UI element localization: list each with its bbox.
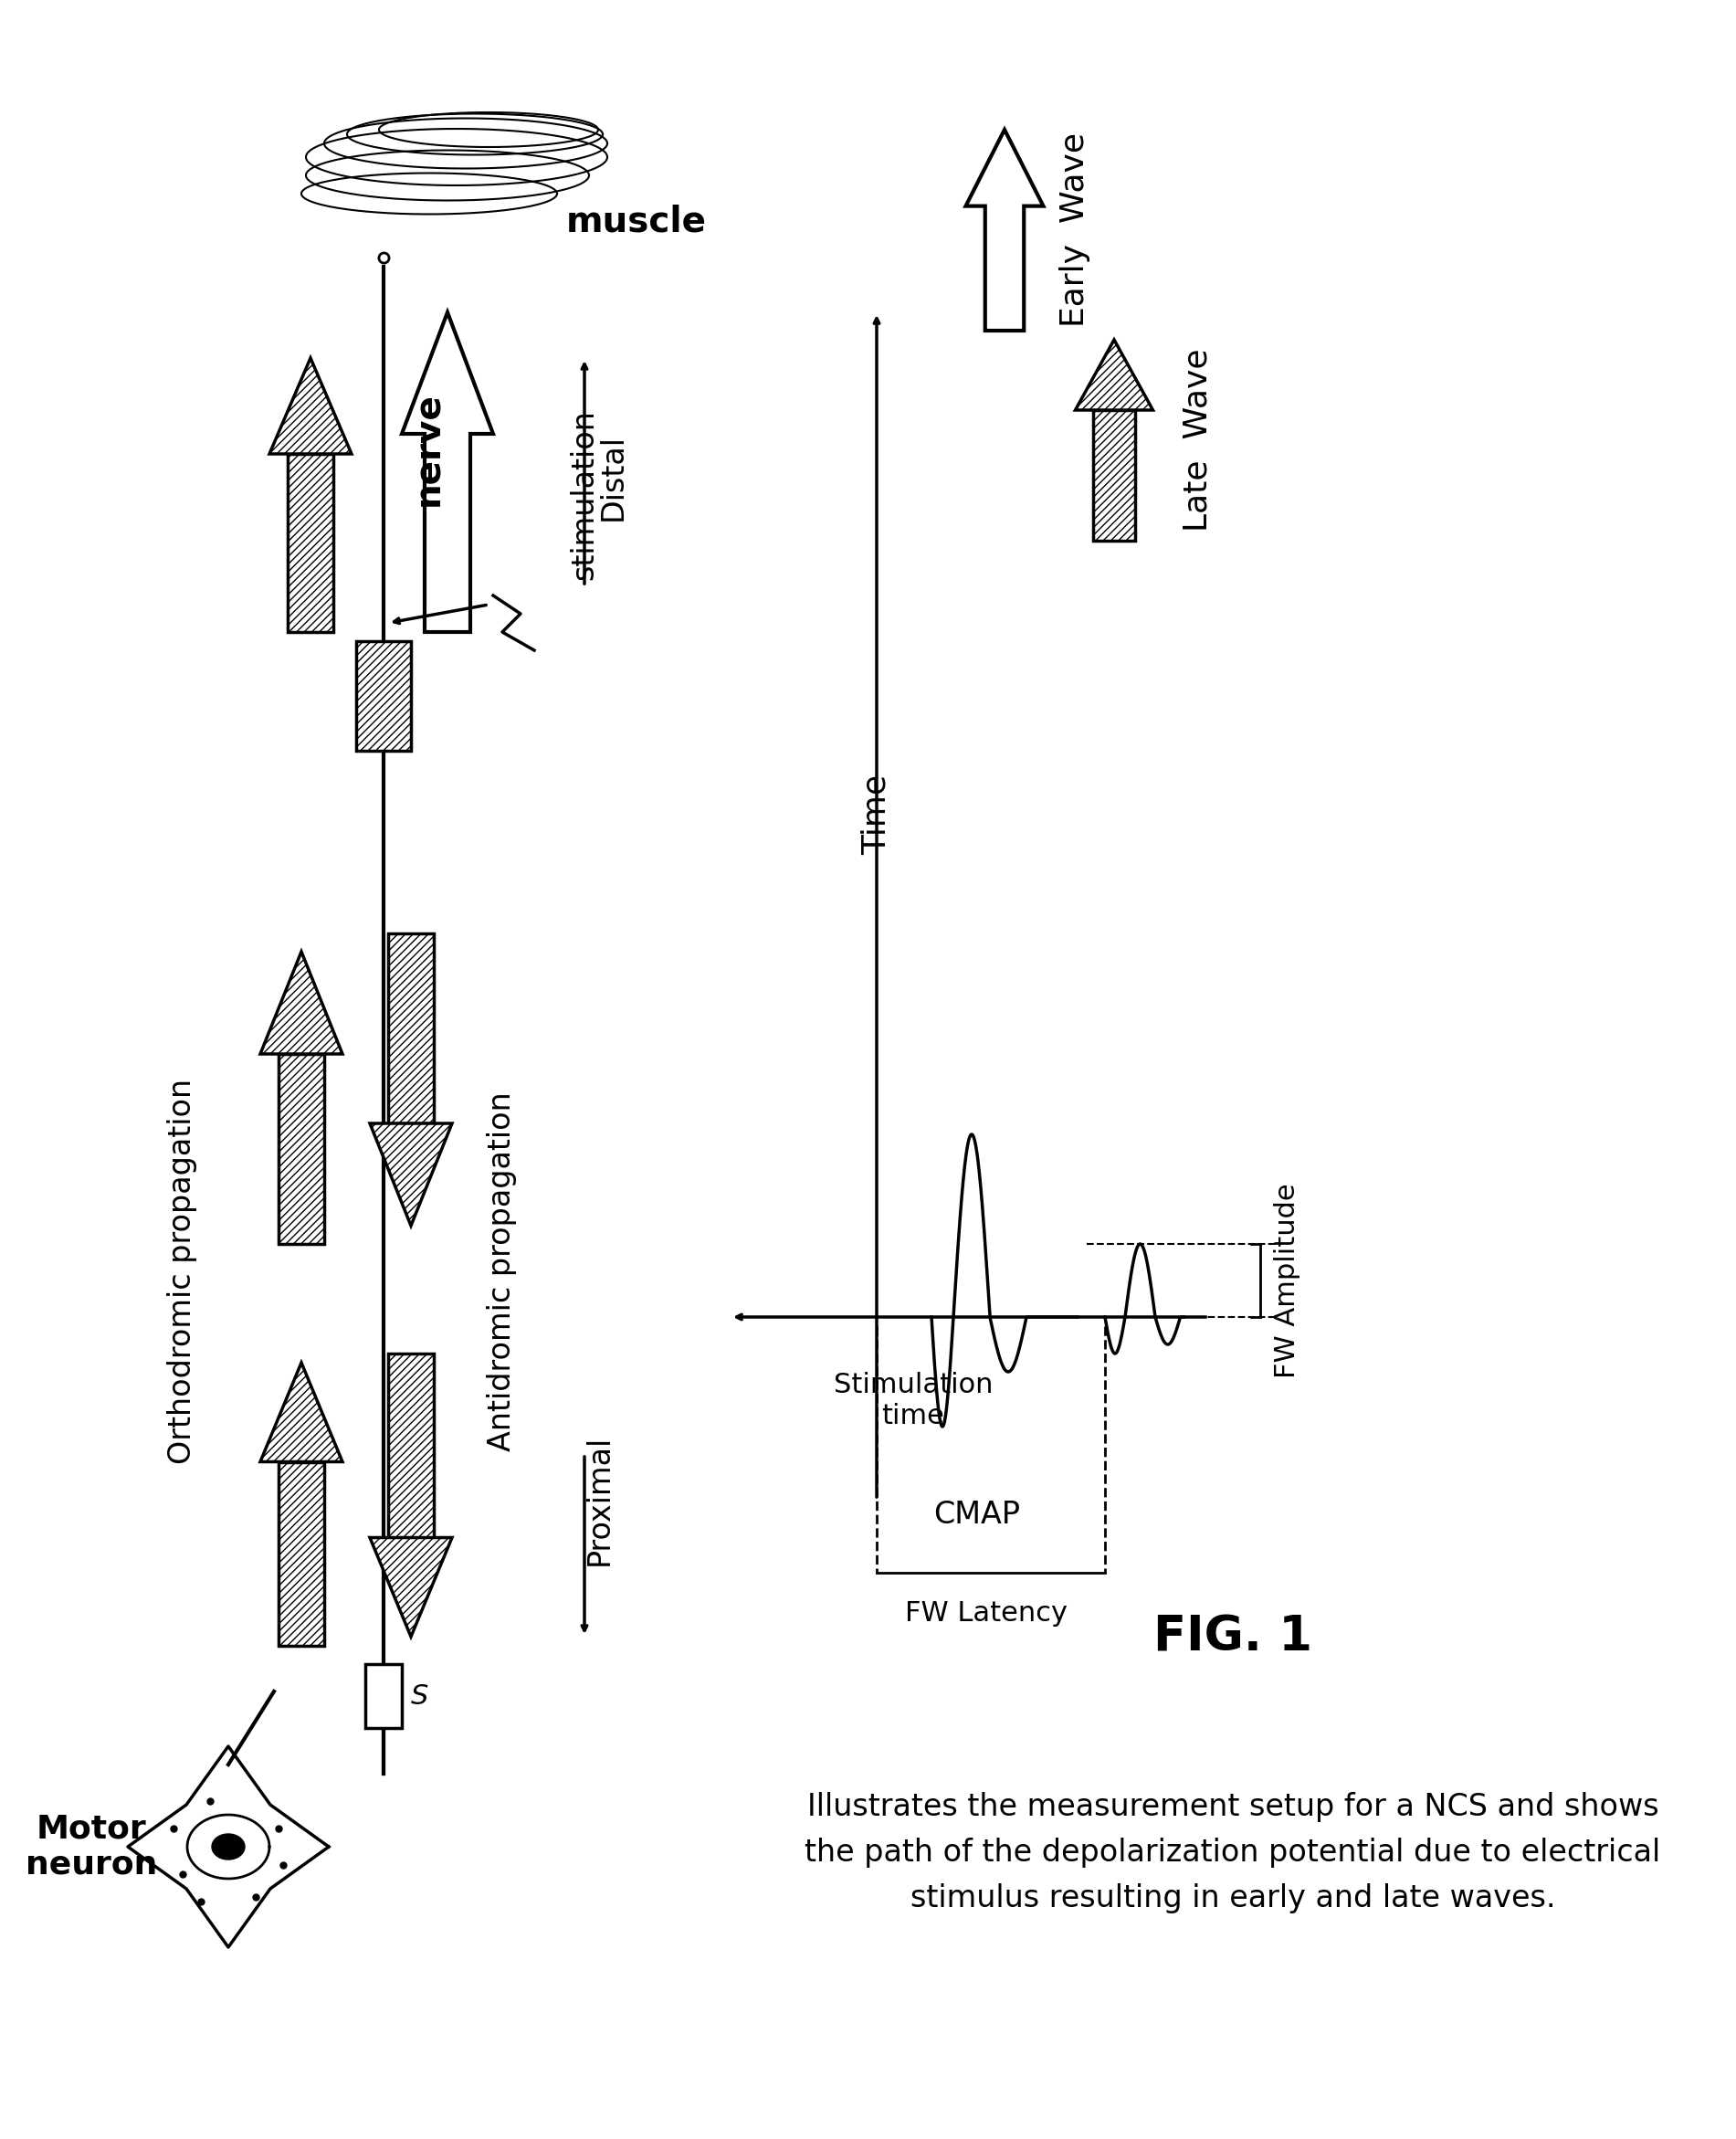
- Text: Distal: Distal: [599, 434, 628, 520]
- Text: Orthodromic propagation: Orthodromic propagation: [168, 1078, 198, 1463]
- Text: Proximal: Proximal: [585, 1435, 615, 1566]
- Text: nerve: nerve: [411, 391, 446, 507]
- Text: CMAP: CMAP: [934, 1499, 1021, 1529]
- Text: Stimulation
time: Stimulation time: [833, 1371, 993, 1429]
- Polygon shape: [965, 130, 1043, 332]
- Text: FW Latency: FW Latency: [904, 1600, 1068, 1626]
- Polygon shape: [260, 1363, 342, 1461]
- Polygon shape: [187, 1814, 269, 1878]
- Bar: [365, 1664, 401, 1728]
- Text: Time: Time: [861, 774, 892, 856]
- Text: Early  Wave: Early Wave: [1059, 133, 1090, 327]
- Polygon shape: [279, 1055, 325, 1245]
- Bar: [356, 642, 411, 751]
- Text: the path of the depolarization potential due to electrical: the path of the depolarization potential…: [806, 1837, 1661, 1867]
- Polygon shape: [128, 1745, 328, 1946]
- Polygon shape: [260, 952, 342, 1055]
- Text: Antidromic propagation: Antidromic propagation: [488, 1091, 517, 1450]
- Text: stimulus resulting in early and late waves.: stimulus resulting in early and late wav…: [910, 1882, 1555, 1914]
- Text: FW Amplitude: FW Amplitude: [1274, 1183, 1300, 1378]
- Polygon shape: [389, 1354, 434, 1538]
- Text: muscle: muscle: [566, 203, 707, 237]
- Polygon shape: [288, 453, 333, 631]
- Text: Illustrates the measurement setup for a NCS and shows: Illustrates the measurement setup for a …: [807, 1792, 1658, 1822]
- Polygon shape: [401, 312, 493, 631]
- Polygon shape: [1075, 340, 1153, 411]
- Text: Motor
neuron: Motor neuron: [26, 1814, 158, 1880]
- Polygon shape: [269, 357, 352, 453]
- Polygon shape: [389, 933, 434, 1123]
- Polygon shape: [370, 1123, 451, 1226]
- Text: S: S: [411, 1683, 429, 1709]
- Polygon shape: [1092, 411, 1135, 541]
- Polygon shape: [279, 1461, 325, 1645]
- Polygon shape: [212, 1833, 245, 1859]
- Polygon shape: [370, 1538, 451, 1636]
- Text: stimulation: stimulation: [569, 411, 599, 580]
- Text: Late  Wave: Late Wave: [1182, 349, 1213, 533]
- Text: FIG. 1: FIG. 1: [1153, 1613, 1312, 1660]
